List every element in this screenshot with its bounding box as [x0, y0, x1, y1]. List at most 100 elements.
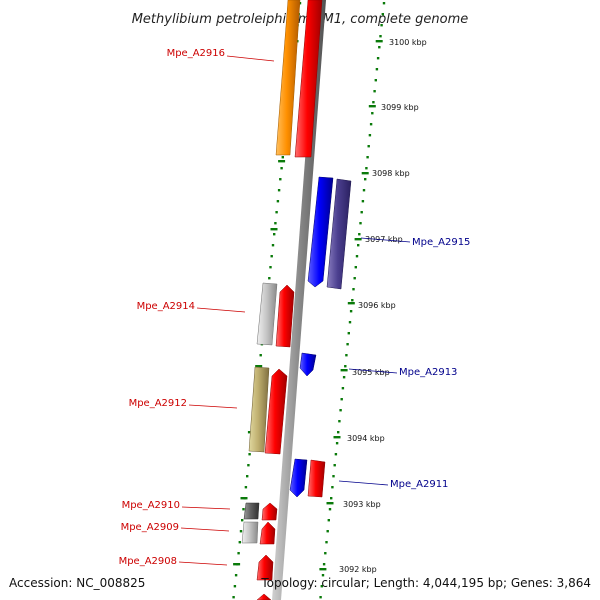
scale-tick-minor: [340, 398, 343, 401]
scale-tick-minor: [337, 431, 340, 434]
scale-tick-minor: [345, 354, 348, 357]
scale-tick-minor: [380, 24, 383, 27]
scale-tick-minor: [375, 68, 379, 71]
scale-tick-minor: [347, 332, 350, 335]
scale-label: 3093 kbp: [343, 500, 381, 509]
scale-tick-minor: [234, 574, 238, 577]
scale-tick-minor: [378, 46, 381, 49]
scale-tick-minor: [237, 552, 240, 555]
gene-mpe-a2910-homolog: [243, 502, 260, 520]
scale-tick-minor: [379, 35, 382, 38]
scale-tick-minor: [376, 57, 380, 60]
scale-tick-major: [375, 40, 383, 43]
scale-tick-minor: [247, 464, 250, 467]
gene-mpe-a2915-homolog: [326, 178, 352, 290]
scale-tick-major: [326, 502, 334, 505]
scale-tick-minor: [344, 365, 347, 368]
scale-labels: 3100 kbp 3099 kbp 3098 kbp 3097 kbp 3096…: [339, 38, 427, 574]
gene-mpe-a2911: [289, 458, 308, 498]
scale-tick-major: [340, 369, 348, 372]
genome-backbone: [272, 0, 326, 600]
scale-tick-minor: [271, 244, 275, 247]
scale-tick-minor: [242, 508, 245, 511]
scale-tick-minor: [360, 211, 363, 214]
scale-tick-minor: [322, 563, 326, 566]
gene-mpe-a2916-homolog: [275, 0, 301, 156]
scale-tick-minor: [275, 211, 278, 214]
scale-tick-minor: [333, 464, 336, 467]
scale-tick-minor: [361, 200, 365, 203]
scale-tick-minor: [330, 497, 333, 500]
gene-mpe-a2909: [259, 521, 276, 545]
gene-label-mpe-a2914: Mpe_A2914: [137, 301, 195, 312]
scale-tick-minor: [365, 167, 368, 170]
scale-tick-minor: [274, 222, 277, 225]
gene-mpe-a2910: [261, 502, 278, 521]
scale-tick-major: [255, 365, 263, 368]
scale-tick-minor: [371, 112, 374, 115]
scale-tick-minor: [374, 79, 377, 82]
map-title: Methylibium petroleiphilum PM1, complete…: [132, 12, 469, 27]
scale-tick-major: [333, 436, 341, 439]
gene-label-mpe-a2915: Mpe_A2915: [412, 237, 470, 248]
scale-tick-minor: [381, 13, 384, 16]
scale-tick-minor: [320, 585, 323, 588]
scale-tick-major: [270, 228, 278, 231]
scale-tick-minor: [332, 475, 335, 478]
scale-tick-minor: [319, 596, 322, 599]
scale-tick-major: [278, 160, 286, 163]
gene-mpe-a2912-homolog: [248, 366, 270, 453]
scale-label: 3099 kbp: [381, 103, 419, 112]
scale-tick-minor: [369, 123, 373, 126]
scale-tick-minor: [327, 519, 330, 522]
scale-tick-minor: [362, 189, 366, 192]
scale-tick-minor: [346, 343, 349, 346]
scale-tick-minor: [277, 189, 281, 192]
scale-tick-minor: [368, 134, 372, 137]
gene-mpe-a2913: [299, 352, 317, 377]
scale-tick-minor: [335, 442, 339, 445]
scale-label: 3098 kbp: [372, 169, 410, 178]
scale-tick-minor: [353, 277, 356, 280]
label-leaders: [178, 55, 411, 566]
scale-tick-minor: [244, 486, 248, 489]
gene-partial-bottom: [256, 593, 272, 600]
scale-tick-major: [319, 568, 327, 571]
gene-label-mpe-a2913: Mpe_A2913: [399, 367, 457, 378]
scale-tick-minor: [326, 530, 329, 533]
topology-text: Topology: circular; Length: 4,044,195 bp…: [260, 576, 591, 590]
scale-tick-major: [368, 105, 376, 108]
scale-tick-minor: [358, 233, 361, 236]
scale-tick-minor: [341, 387, 345, 390]
scale-tick-minor: [355, 255, 359, 258]
scale-tick-minor: [270, 255, 273, 258]
scale-tick-minor: [325, 541, 328, 544]
scale-tick-minor: [354, 266, 357, 269]
scale-tick-minor: [366, 156, 369, 159]
scale-label: 3094 kbp: [347, 434, 385, 443]
scale-tick-minor: [349, 310, 353, 313]
scale-tick-major: [240, 497, 248, 500]
scale-tick-minor: [324, 552, 327, 555]
scale-tick-major: [354, 238, 362, 241]
scale-tick-minor: [342, 376, 346, 379]
scale-tick-major: [347, 302, 355, 305]
scale-tick-minor: [352, 288, 355, 291]
scale-tick-minor: [357, 244, 360, 247]
scale-tick-minor: [246, 475, 249, 478]
scale-tick-minor: [268, 277, 271, 280]
gene-mpe-a2916: [294, 0, 323, 158]
scale-label: 3095 kbp: [352, 368, 390, 377]
accession-text: Accession: NC_008825: [9, 576, 145, 590]
gene-label-mpe-a2916: Mpe_A2916: [167, 48, 225, 59]
scale-tick-minor: [279, 178, 282, 181]
scale-tick-minor: [238, 541, 241, 544]
gene-mpe-a2915: [307, 176, 334, 288]
gene-label-mpe-a2910: Mpe_A2910: [122, 500, 180, 511]
scale-tick-minor: [281, 156, 284, 159]
scale-tick-minor: [367, 145, 370, 148]
scale-tick-minor: [269, 266, 272, 269]
scale-tick-minor: [328, 508, 332, 511]
scale-tick-minor: [276, 200, 280, 203]
